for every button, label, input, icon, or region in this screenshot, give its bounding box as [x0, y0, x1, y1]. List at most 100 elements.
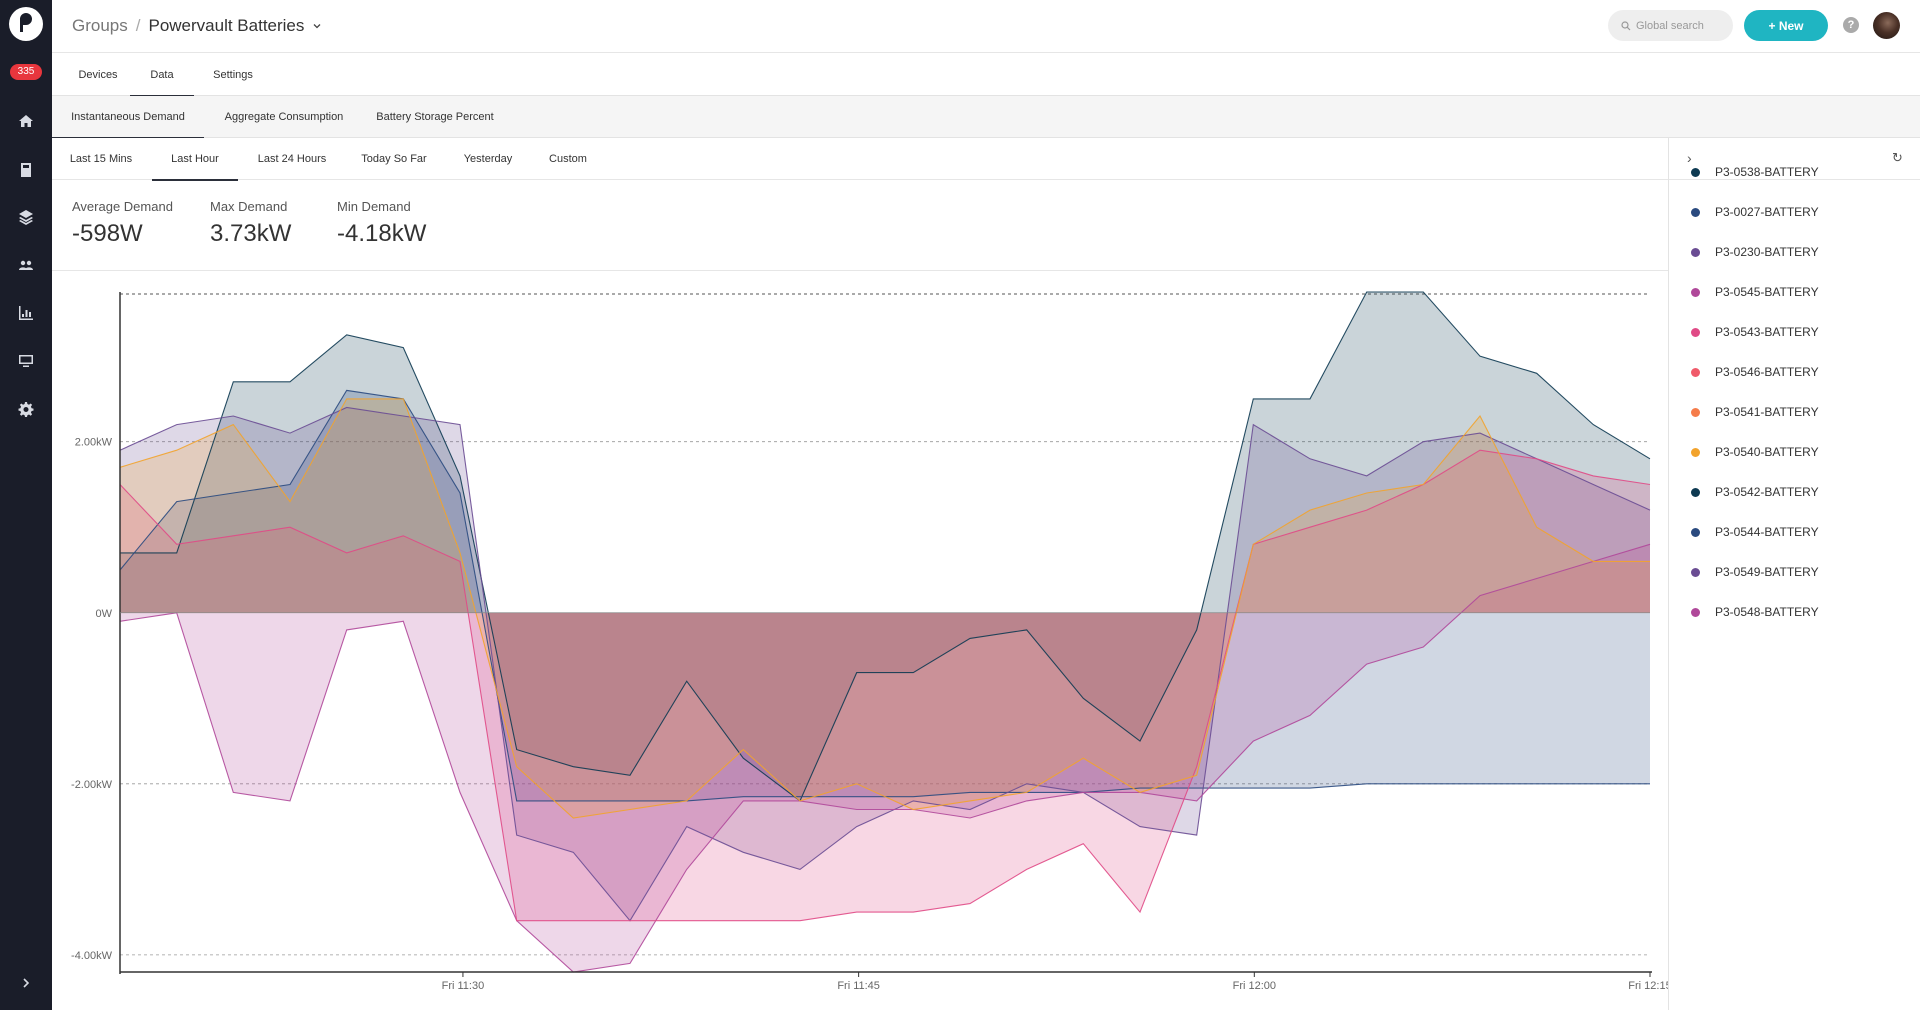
x-tick-label: Fri 11:30	[442, 980, 485, 992]
legend-item[interactable]: P3-0544-BATTERY	[1691, 522, 1819, 542]
tab-devices[interactable]: Devices	[78, 69, 118, 81]
series-line	[119, 543, 1651, 973]
help-icon[interactable]: ?	[1843, 17, 1859, 33]
series-line	[119, 406, 1651, 922]
users-icon[interactable]	[16, 255, 36, 275]
series-area	[120, 390, 1650, 801]
tab-last-hour[interactable]: Last Hour	[152, 138, 238, 181]
new-button[interactable]: + New	[1744, 10, 1828, 41]
series-area	[120, 292, 1650, 801]
stat-max-value: 3.73kW	[210, 220, 292, 247]
stat-min-value: -4.18kW	[337, 220, 427, 247]
legend-item[interactable]: P3-0542-BATTERY	[1691, 482, 1819, 502]
tab-battery-storage-percent[interactable]: Battery Storage Percent	[376, 111, 494, 123]
stat-min-label: Min Demand	[337, 199, 411, 214]
legend-panel: › ↻ P3-0538-BATTERY P3-0027-BATTERY P3-023…	[1668, 138, 1920, 1010]
app-logo[interactable]	[9, 7, 43, 41]
stat-average-label: Average Demand	[72, 199, 173, 214]
legend-dot	[1691, 167, 1700, 177]
legend-dot	[1691, 607, 1700, 617]
legend-label: P3-0538-BATTERY	[1715, 165, 1819, 179]
chart-icon[interactable]	[16, 303, 36, 323]
legend-label: P3-0549-BATTERY	[1715, 565, 1819, 579]
legend-item[interactable]: P3-0546-BATTERY	[1691, 362, 1819, 382]
avatar[interactable]	[1873, 12, 1900, 39]
sidebar: 335	[0, 0, 52, 1010]
legend-item[interactable]: P3-0540-BATTERY	[1691, 442, 1819, 462]
breadcrumb-separator: /	[135, 16, 141, 35]
chevron-down-icon[interactable]	[312, 21, 322, 31]
tab-today-so-far[interactable]: Today So Far	[361, 153, 427, 165]
legend-dot	[1691, 527, 1700, 537]
y-tick-label: 0W	[96, 608, 113, 620]
legend-item[interactable]: P3-0545-BATTERY	[1691, 282, 1819, 302]
legend-dot	[1691, 407, 1700, 417]
home-icon[interactable]	[16, 111, 36, 131]
series-line	[120, 291, 1651, 802]
refresh-icon[interactable]: ↻	[1892, 150, 1903, 165]
tab-yesterday[interactable]: Yesterday	[463, 153, 513, 165]
legend-dot	[1691, 327, 1700, 337]
calculator-icon[interactable]	[16, 160, 36, 180]
tab-last-15-mins[interactable]: Last 15 Mins	[69, 153, 133, 165]
search-icon	[1621, 20, 1631, 30]
global-search[interactable]: Global search	[1608, 10, 1733, 41]
legend-label: P3-0230-BATTERY	[1715, 245, 1819, 259]
legend-label: P3-0542-BATTERY	[1715, 485, 1819, 499]
series-area	[120, 450, 1650, 921]
tab-last-24-hours[interactable]: Last 24 Hours	[257, 153, 327, 165]
legend-label: P3-0545-BATTERY	[1715, 285, 1819, 299]
legend-item[interactable]: P3-0538-BATTERY	[1691, 162, 1819, 182]
legend-dot	[1691, 367, 1700, 377]
legend-dot	[1691, 207, 1700, 217]
legend-item[interactable]: P3-0027-BATTERY	[1691, 202, 1819, 222]
tab-instantaneous-demand[interactable]: Instantaneous Demand	[52, 96, 204, 139]
stat-average: Average Demand -598W	[72, 199, 173, 248]
series-area	[120, 398, 1650, 818]
stat-max-label: Max Demand	[210, 199, 288, 214]
legend-dot	[1691, 567, 1700, 577]
legend-item[interactable]: P3-0549-BATTERY	[1691, 562, 1819, 582]
legend-dot	[1691, 487, 1700, 497]
tab-data[interactable]: Data	[130, 54, 194, 97]
legend-item[interactable]: P3-0230-BATTERY	[1691, 242, 1819, 262]
legend-item[interactable]: P3-0548-BATTERY	[1691, 602, 1819, 622]
legend-label: P3-0543-BATTERY	[1715, 325, 1819, 339]
search-placeholder: Global search	[1636, 19, 1704, 32]
chevron-right-icon[interactable]	[16, 973, 36, 993]
demand-chart-svg: 2.00kW 0W -2.00kW -4.00kW Fri 11:30 Fri 11:45…	[71, 291, 1668, 992]
gear-icon[interactable]	[16, 399, 36, 419]
legend-dot	[1691, 247, 1700, 257]
demand-chart[interactable]: 2.00kW 0W -2.00kW -4.00kW Fri 11:30 Fri 11:45…	[52, 272, 1668, 1010]
stat-average-value: -598W	[72, 220, 143, 247]
legend-panel-header: › ↻	[1669, 138, 1920, 180]
data-tabs: Instantaneous Demand Aggregate Consumpti…	[52, 96, 1920, 139]
x-tick-label: Fri 12:00	[1233, 980, 1276, 992]
tab-aggregate-consumption[interactable]: Aggregate Consumption	[224, 111, 344, 123]
x-tick-label: Fri 12:15	[1628, 980, 1668, 992]
notification-badge[interactable]: 335	[10, 64, 42, 80]
stat-max: Max Demand 3.73kW	[210, 199, 291, 248]
y-tick-label: -4.00kW	[71, 950, 113, 962]
tab-custom[interactable]: Custom	[549, 153, 587, 165]
legend-label: P3-0541-BATTERY	[1715, 405, 1819, 419]
tab-settings[interactable]: Settings	[213, 69, 253, 81]
legend-label: P3-0544-BATTERY	[1715, 525, 1819, 539]
series-line	[119, 398, 1650, 819]
legend-dot	[1691, 447, 1700, 457]
chevron-right-icon[interactable]: ›	[1687, 150, 1692, 166]
breadcrumb: Groups / Powervault Batteries	[72, 16, 322, 36]
stat-min: Min Demand -4.18kW	[337, 199, 426, 248]
breadcrumb-current[interactable]: Powervault Batteries	[148, 16, 305, 35]
breadcrumb-groups[interactable]: Groups	[72, 16, 128, 35]
demand-stats: Average Demand -598W Max Demand 3.73kW M…	[52, 181, 1668, 271]
layers-icon[interactable]	[16, 207, 36, 227]
series-line	[119, 449, 1651, 922]
legend-item[interactable]: P3-0543-BATTERY	[1691, 322, 1819, 342]
x-tick-label: Fri 11:45	[837, 980, 880, 992]
legend-item[interactable]: P3-0541-BATTERY	[1691, 402, 1819, 422]
y-tick-label: -2.00kW	[71, 779, 113, 791]
monitor-icon[interactable]	[16, 351, 36, 371]
main-tabs: Devices Data Settings	[52, 54, 1920, 97]
legend-label: P3-0540-BATTERY	[1715, 445, 1819, 459]
